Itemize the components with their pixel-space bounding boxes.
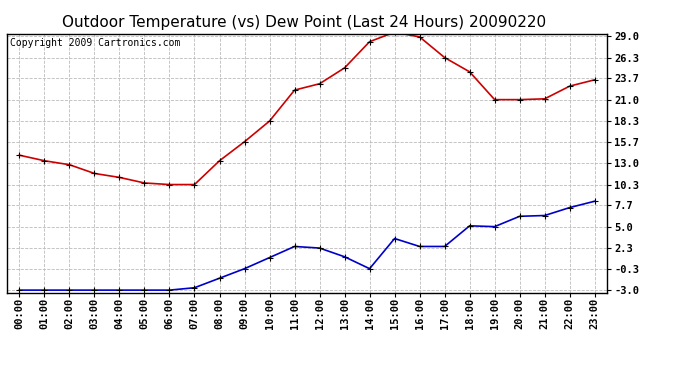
Text: Copyright 2009 Cartronics.com: Copyright 2009 Cartronics.com xyxy=(10,38,180,48)
Text: Outdoor Temperature (vs) Dew Point (Last 24 Hours) 20090220: Outdoor Temperature (vs) Dew Point (Last… xyxy=(61,15,546,30)
